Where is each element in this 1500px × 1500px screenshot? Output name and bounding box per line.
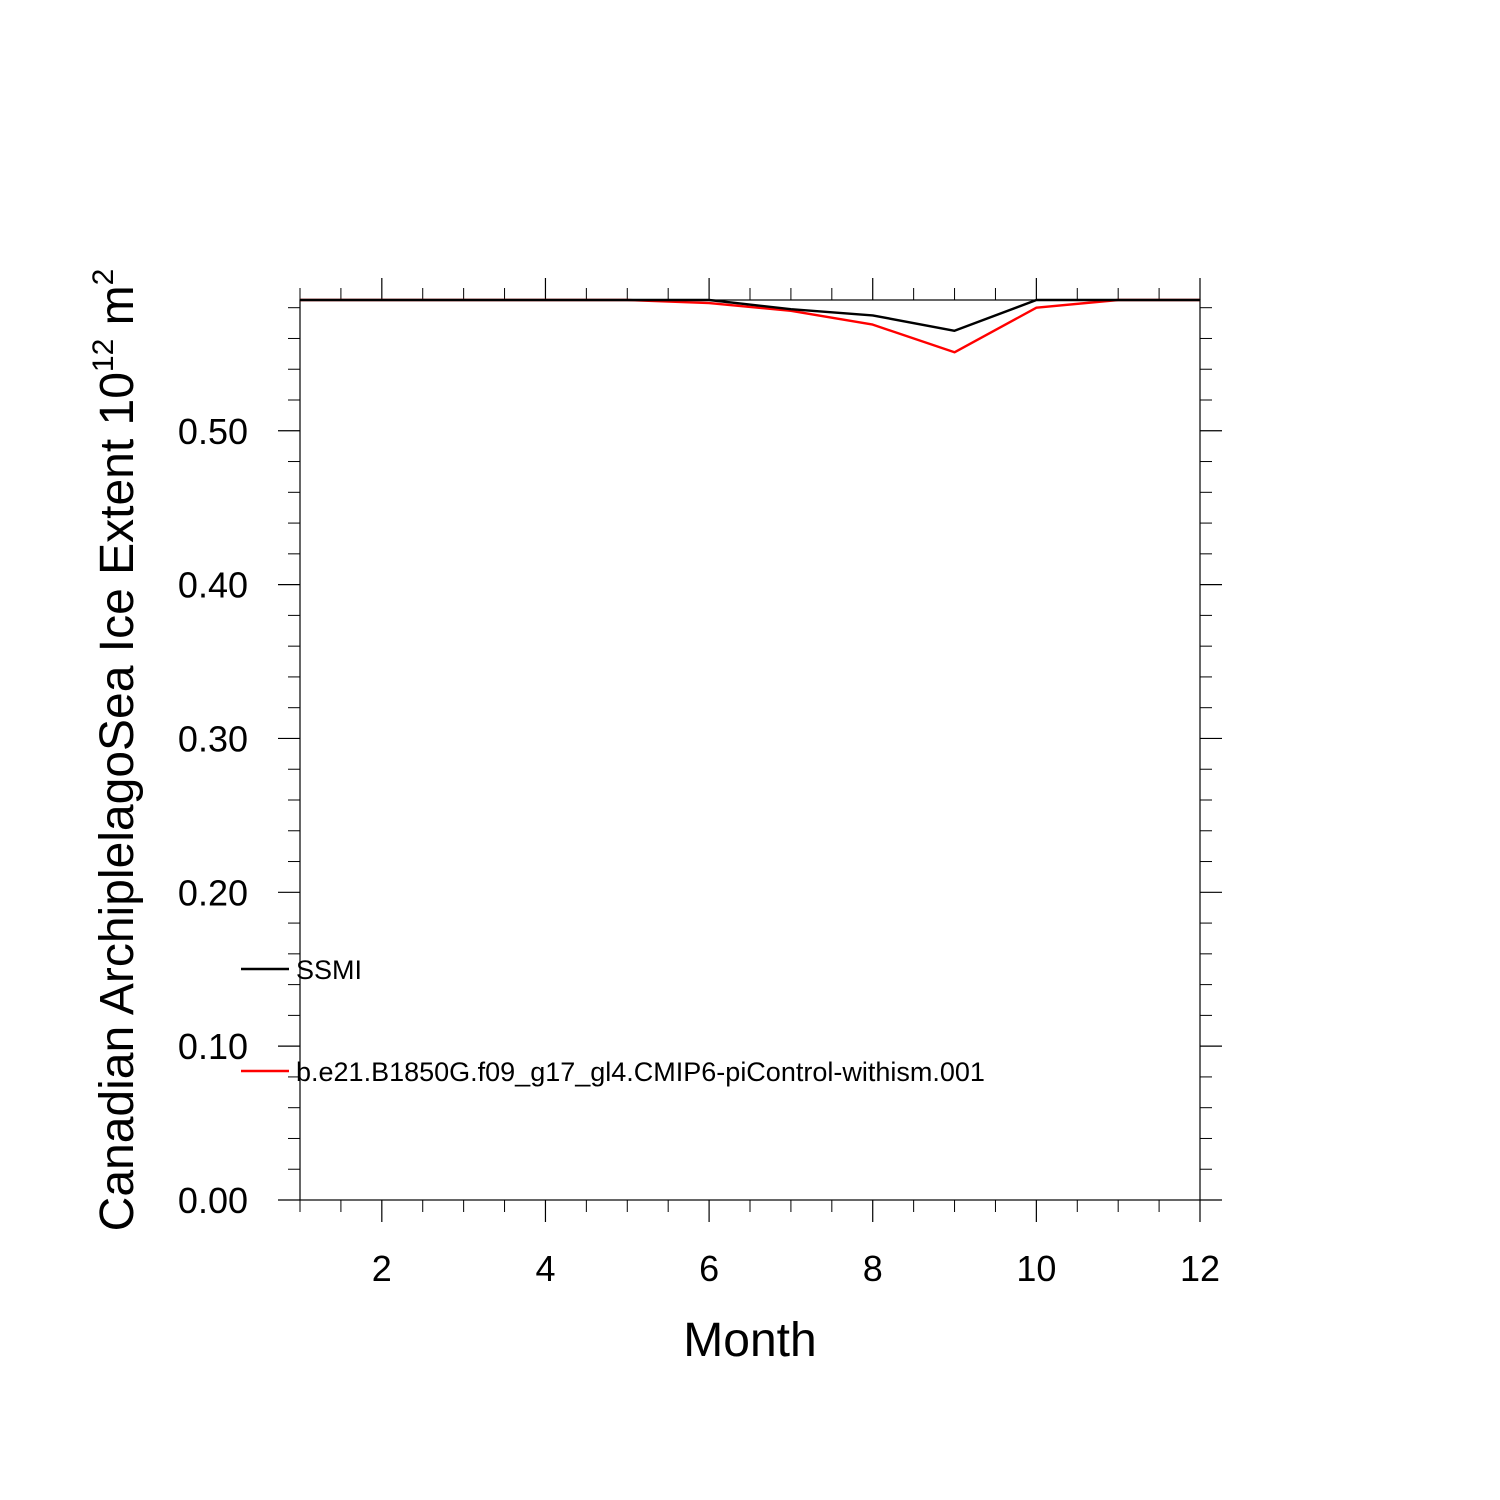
x-tick-label: 6 [699, 1248, 719, 1289]
y-tick-label: 0.20 [178, 872, 248, 913]
y-tick-label: 0.10 [178, 1026, 248, 1067]
series-line-1 [300, 298, 1200, 332]
x-tick-labels: 2 4 6 8 10 12 [372, 1248, 1220, 1289]
legend: SSMI b.e21.B1850G.f09_g17_gl4.CMIP6-piCon… [241, 955, 985, 1087]
x-axis-title: Month [683, 1314, 816, 1367]
x-tick-label: 12 [1180, 1248, 1220, 1289]
y-tick-labels: 0.00 0.10 0.20 0.30 0.40 0.50 [178, 411, 248, 1221]
y-axis-title: Canadian ArchiplelagoSea Ice Extent 1012… [87, 269, 144, 1232]
y-axis-title-unit-exponent: 2 [87, 269, 120, 286]
y-tick-label: 0.50 [178, 411, 248, 452]
y-axis-title-main: Canadian ArchiplelagoSea Ice Extent 10 [91, 372, 144, 1231]
y-tick-label: 0.30 [178, 718, 248, 759]
legend-label: b.e21.B1850G.f09_g17_gl4.CMIP6-piControl… [296, 1057, 985, 1087]
y-tick-label: 0.00 [178, 1180, 248, 1221]
legend-label: SSMI [296, 955, 362, 985]
plot-frame [299, 299, 1201, 1201]
series-line-2 [300, 298, 1200, 354]
x-tick-label: 4 [535, 1248, 555, 1289]
x-tick-label: 10 [1016, 1248, 1056, 1289]
major-tick-marks [278, 278, 1222, 1222]
y-axis-title-unit: m [91, 285, 144, 338]
series-lines [300, 298, 1200, 354]
minor-tick-marks [288, 288, 1212, 1212]
y-tick-label: 0.40 [178, 565, 248, 606]
y-axis-title-exponent: 12 [87, 339, 120, 372]
x-tick-label: 2 [372, 1248, 392, 1289]
x-tick-label: 8 [863, 1248, 883, 1289]
